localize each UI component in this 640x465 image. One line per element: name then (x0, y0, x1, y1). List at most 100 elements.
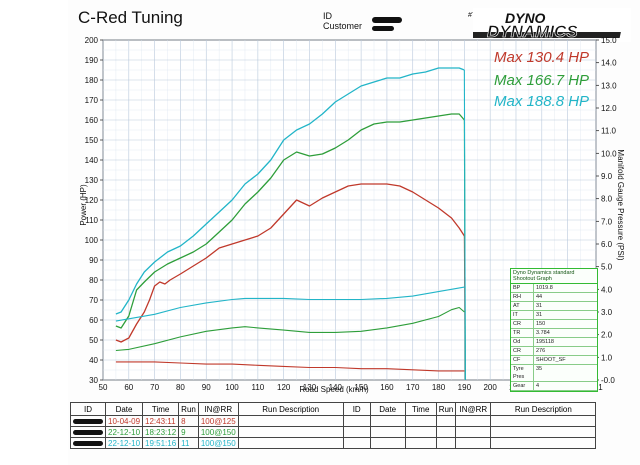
y-tick-label: 110 (85, 216, 98, 225)
info-key: CF (511, 356, 534, 364)
info-row: CR 276 (511, 347, 597, 356)
run-table-cell (369, 437, 406, 449)
y2-tick-label: 4.0 (601, 285, 613, 294)
x-tick-label: 180 (432, 383, 446, 392)
y-tick-label: 190 (85, 56, 99, 65)
logo-top-text: DYNO (505, 10, 546, 26)
x-tick-label: 130 (303, 383, 317, 392)
id-label: ID (323, 11, 332, 21)
info-value: 44 (536, 294, 543, 300)
redaction-mark (73, 418, 103, 424)
run-table-header: ID Date Time Run IN@RR Run Description ID Date T… (70, 402, 597, 416)
info-row: BP 1019.8 (511, 284, 597, 293)
info-value: 1019.8 (536, 285, 553, 291)
y2-tick-label: 13.0 (601, 81, 617, 90)
y-tick-label: 180 (85, 76, 99, 85)
info-row: AT 31 (511, 302, 597, 311)
run-table-cell: 8 (178, 415, 199, 427)
series-line-power-2 (115, 67, 465, 315)
x-tick-label: 80 (176, 383, 185, 392)
redacted-id (372, 17, 402, 23)
x-tick-label: 150 (354, 383, 368, 392)
run-table-cell (455, 426, 492, 438)
run-table-cell (490, 415, 597, 427)
info-value: 31 (536, 303, 543, 309)
y-tick-label: 170 (85, 96, 99, 105)
run-table-cell: 100@125 (197, 415, 239, 427)
y-tick-label: 130 (85, 176, 99, 185)
table-row: 10-04-09 12:43:11 8 100@125 (70, 415, 597, 427)
run-table-cell (369, 415, 406, 427)
max-label-red: Max 130.4 HP (494, 49, 589, 66)
info-key: IT (511, 311, 534, 319)
x-tick-label: 120 (277, 383, 291, 392)
page-title: C-Red Tuning (78, 8, 183, 27)
info-key: Tyre Pres (511, 365, 534, 381)
info-value: 4 (536, 383, 540, 389)
run-table-header-cell: Run (435, 402, 457, 416)
run-table: ID Date Time Run IN@RR Run Description ID Date T… (70, 402, 597, 449)
y-tick-label: 200 (85, 36, 99, 45)
info-value: 195118 (536, 339, 554, 345)
y2-tick-label: 12.0 (601, 104, 617, 113)
run-table-cell (435, 437, 457, 449)
max-label-cyan: Max 188.8 HP (494, 93, 589, 110)
info-key: Gear (511, 382, 534, 390)
x-tick-label: 190 (458, 383, 472, 392)
info-row: TR 3.784 (511, 329, 597, 338)
run-table-body: 10-04-09 12:43:11 8 100@125 22-12-10 18:23:12… (70, 415, 597, 449)
x-tick-label: 110 (251, 383, 264, 392)
info-row: Od 195118 (511, 338, 597, 347)
x-tick-label: 140 (329, 383, 343, 392)
y-tick-label: 100 (85, 236, 99, 245)
run-table-cell (435, 415, 457, 427)
series-dropoff-2 (463, 69, 466, 381)
series-line-boost-4 (115, 306, 465, 352)
info-key: TR (511, 329, 534, 337)
y2-tick-label: 7.0 (601, 217, 613, 226)
info-value: 31 (536, 312, 543, 318)
y2-tick-label: 3.0 (601, 308, 613, 317)
y-tick-label: 150 (85, 136, 99, 145)
run-table-cell (455, 437, 492, 449)
x-tick-label: 60 (124, 383, 133, 392)
table-row: 22-12-10 19:51:16 11 100@150 (70, 437, 597, 449)
run-table-cell: 22-12-10 (104, 437, 144, 449)
series-line-boost-5 (115, 286, 465, 322)
info-key: RH (511, 293, 534, 301)
x-tick-label: 50 (99, 383, 108, 392)
info-value: 150 (536, 321, 546, 327)
info-row: CF SHOOT_SF (511, 356, 597, 365)
y-tick-label: 50 (89, 336, 98, 345)
series-line-power-0 (115, 183, 465, 343)
run-table-cell (404, 426, 437, 438)
y2-tick-label: 9.0 (601, 172, 613, 181)
run-table-cell (490, 426, 597, 438)
info-key: Od (511, 338, 534, 346)
y2-tick-label: 6.0 (601, 240, 613, 249)
y2-tick-label: 2.0 (601, 331, 613, 340)
logo-bottom-text: DYNAMICS (487, 22, 578, 41)
x-tick-label: 70 (150, 383, 159, 392)
y2-tick-label: 1.0 (601, 353, 613, 362)
info-key: AT (511, 302, 534, 310)
customer-label: Customer (323, 21, 363, 31)
y-tick-label: 40 (89, 356, 98, 365)
y-tick-label: 120 (85, 196, 99, 205)
y2-tick-label: -0.0 (601, 376, 615, 385)
run-table-cell: 19:51:16 (142, 437, 180, 449)
run-table-cell: 12:43:11 (142, 415, 180, 427)
max-label-cyan-text: Max 188.8 HP (494, 93, 590, 110)
max-label-red-text: Max 130.4 HP (494, 49, 590, 66)
y2-tick-label: 11.0 (601, 127, 617, 136)
run-table-cell: 22-12-10 (104, 426, 144, 438)
redacted-run-id (70, 426, 106, 438)
y2-tick-label: 10.0 (601, 149, 617, 158)
info-key: CR (511, 320, 534, 328)
run-table-header-cell: Run (178, 402, 199, 416)
max-label-green: Max 166.7 HP (494, 72, 589, 89)
dyno-info-box: Dyno Dynamics standard Shootout Graph BP… (510, 268, 598, 392)
x-tick-label: 100 (225, 383, 239, 392)
run-table-cell: 9 (178, 426, 199, 438)
